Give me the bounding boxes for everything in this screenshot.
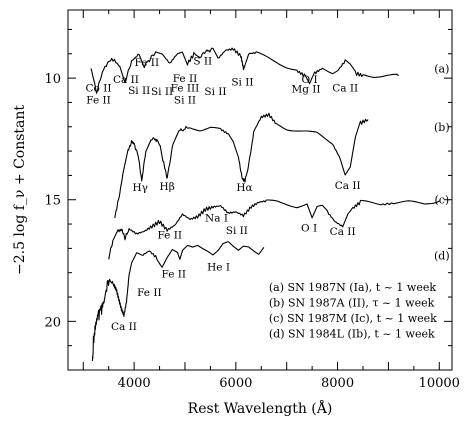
series-line-d [91, 241, 265, 362]
ion-label: Si II [174, 94, 196, 106]
x-tick-label: 4000 [118, 376, 151, 391]
x-tick-label: 8000 [321, 376, 354, 391]
ion-label: S II [193, 56, 212, 68]
y-tick-label: 20 [44, 315, 61, 330]
ion-label: Ca II [113, 74, 139, 86]
ion-label: Fe II [86, 94, 111, 106]
ion-label: Fe II [157, 230, 182, 242]
series-line-b [114, 112, 369, 219]
ion-label: Na I [205, 213, 228, 225]
ion-label: O I [301, 222, 317, 234]
legend-entry: (b) SN 1987A (II), τ ~ 1 week [269, 297, 435, 310]
series-line-a [90, 47, 399, 94]
panel-label: (d) [434, 250, 450, 263]
series-line-c [108, 199, 440, 260]
panel-label: (b) [434, 121, 450, 134]
ion-label: Mg II [291, 84, 320, 96]
ion-label: Hγ [133, 182, 148, 194]
ion-label: Si II [151, 86, 173, 98]
tick-labels: 4000 6000 8000 10000 10 15 20 [44, 72, 460, 391]
ion-label: Ca II [332, 82, 358, 94]
y-tick-label: 15 [44, 194, 61, 209]
panel-label: (a) [434, 62, 449, 75]
ion-label: Si II [204, 86, 226, 98]
ion-label: O I [302, 74, 318, 86]
ion-label: Si II [231, 76, 253, 88]
x-tick-label: 10000 [419, 376, 460, 391]
legend-entry: (d) SN 1984L (Ib), t ~ 1 week [269, 328, 435, 341]
ion-label: He I [207, 261, 230, 273]
x-axis-label: Rest Wavelength (Å) [188, 399, 333, 417]
ion-label: Ca II [335, 180, 361, 192]
panel-label: (c) [434, 194, 449, 207]
ion-label: Si II [226, 225, 248, 237]
ion-label: Ca II [111, 321, 137, 333]
plot-frame [67, 9, 453, 371]
ion-label: Hα [236, 182, 252, 194]
legend-entry: (a) SN 1987N (Ia), t ~ 1 week [269, 281, 436, 294]
ion-label: Fe III [171, 82, 200, 94]
legend: (a) SN 1987N (Ia), t ~ 1 week (b) SN 1987… [269, 281, 437, 341]
axis-ticks [68, 10, 452, 370]
ion-label: Fe II [135, 57, 160, 69]
legend-entry: (c) SN 1987M (Ic), t ~ 1 week [269, 312, 437, 325]
ion-label: Fe II [162, 269, 187, 281]
ion-label: Fe II [137, 287, 162, 299]
ion-label: Ca II [330, 226, 356, 238]
spectrum-series [90, 47, 440, 362]
ion-label: Si II [128, 85, 150, 97]
y-axis-label: −2.5 log f_ν + Constant [12, 105, 28, 275]
y-tick-label: 10 [44, 72, 61, 87]
ion-label: Fe II [173, 73, 198, 85]
ion-label: Co II [86, 82, 112, 94]
ion-label: Hβ [160, 181, 175, 193]
x-tick-label: 6000 [219, 376, 252, 391]
panel-labels: (a) (b) (c) (d) [434, 62, 450, 262]
